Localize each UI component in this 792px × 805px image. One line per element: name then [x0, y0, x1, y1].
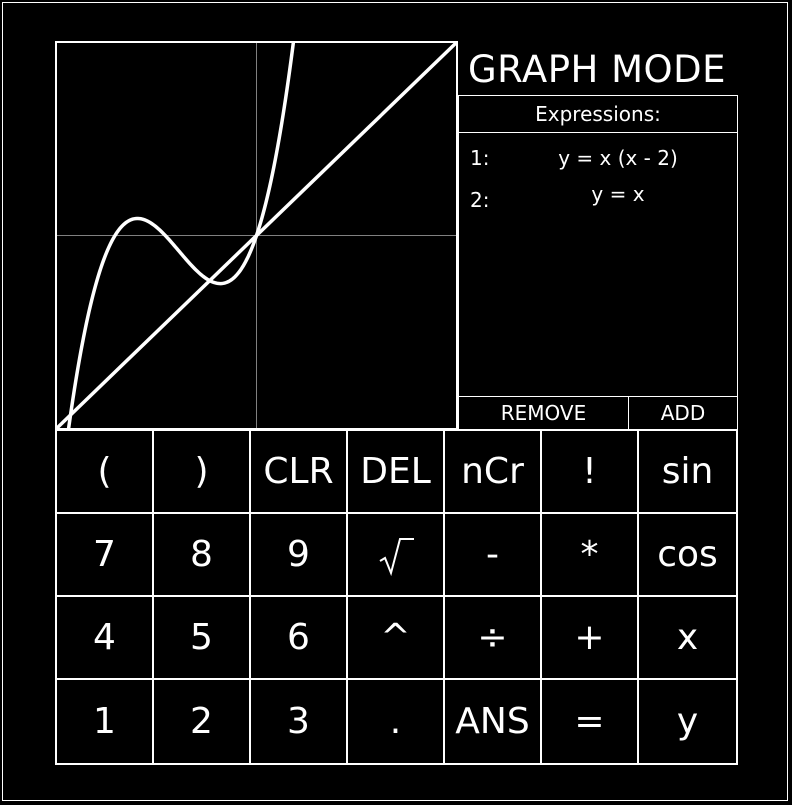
key-equals[interactable]: =	[542, 680, 639, 763]
expression-text: y = x (x - 2)	[558, 146, 678, 170]
expression-row-2[interactable]: 2: y = x	[459, 182, 737, 214]
key-variable-y[interactable]: y	[676, 701, 699, 742]
expression-number: 2:	[470, 188, 490, 212]
key-cos[interactable]: cos	[639, 514, 736, 597]
mode-title: GRAPH MODE	[468, 48, 727, 91]
key-decimal-point[interactable]: .	[348, 680, 445, 763]
key-sin[interactable]: sin	[639, 431, 736, 514]
key-factorial[interactable]: !	[542, 431, 639, 514]
key-digit-1[interactable]: 1	[57, 680, 154, 763]
expressions-panel: Expressions: 1: y = x (x - 2) 2: y = x R…	[458, 95, 738, 430]
remove-button[interactable]: REMOVE	[459, 397, 629, 429]
expression-number: 1:	[470, 146, 490, 170]
key-digit-9[interactable]: 9	[251, 514, 348, 597]
key-close-paren[interactable]: )	[154, 431, 251, 514]
key-multiply[interactable]: *	[542, 514, 639, 597]
key-variable-x[interactable]: x	[639, 597, 736, 680]
key-digit-7[interactable]: 7	[57, 514, 154, 597]
key-digit-4[interactable]: 4	[57, 597, 154, 680]
key-digit-3[interactable]: 3	[251, 680, 348, 763]
expression-text: y = x	[591, 182, 645, 206]
key-digit-6[interactable]: 6	[251, 597, 348, 680]
key-delete[interactable]: DEL	[348, 431, 445, 514]
key-ncr[interactable]: nCr	[445, 431, 542, 514]
square-root-icon	[378, 537, 414, 576]
key-open-paren[interactable]: (	[57, 431, 154, 514]
expression-row-1[interactable]: 1: y = x (x - 2)	[459, 146, 737, 176]
key-digit-2[interactable]: 2	[154, 680, 251, 763]
curve-expression-1	[66, 43, 296, 428]
key-digit-5[interactable]: 5	[154, 597, 251, 680]
key-digit-8[interactable]: 8	[154, 514, 251, 597]
graph-plot	[57, 43, 456, 428]
curve-expression-2	[57, 43, 456, 428]
key-minus[interactable]: -	[445, 514, 542, 597]
graph-canvas[interactable]	[55, 41, 458, 430]
key-clear[interactable]: CLR	[251, 431, 348, 514]
expressions-header: Expressions:	[459, 96, 737, 133]
key-plus[interactable]: +	[542, 597, 639, 680]
add-button[interactable]: ADD	[660, 401, 706, 425]
key-answer[interactable]: ANS	[445, 680, 542, 763]
keypad: () CLR DEL nCr! sin 7 8 9 - * cos 4 5 6 ^ ÷ + x 1 2 3. ANS = y	[55, 429, 738, 765]
key-sqrt[interactable]	[348, 514, 445, 597]
expression-actions: REMOVE ADD	[459, 396, 737, 429]
key-power[interactable]: ^	[348, 597, 445, 680]
key-divide[interactable]: ÷	[445, 597, 542, 680]
